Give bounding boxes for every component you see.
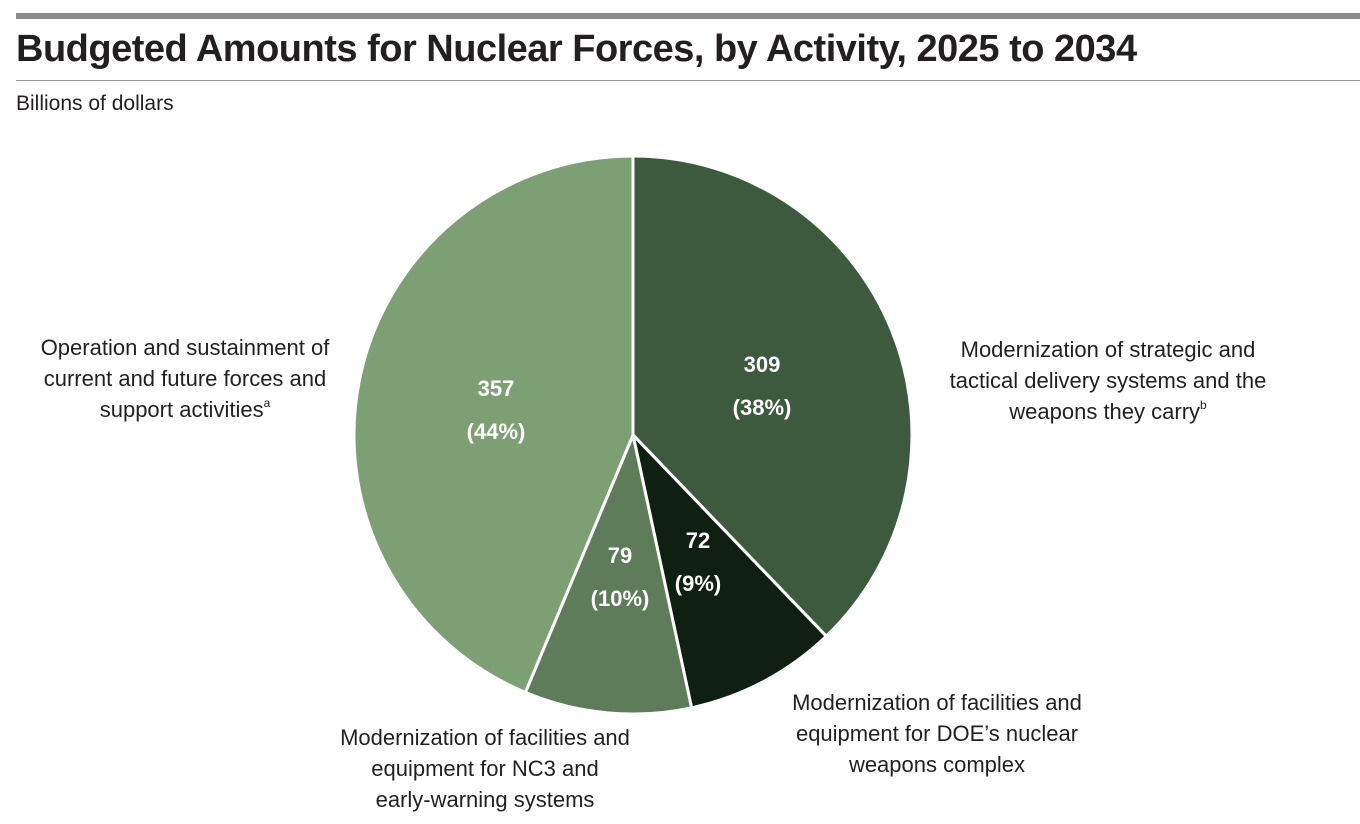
slice-value-label-0: 309 xyxy=(744,352,781,377)
slice-category-label-0: Modernization of strategic and tactical d… xyxy=(950,337,1267,424)
slice-category-label-3: Operation and sustainment of current and … xyxy=(41,335,331,422)
footnote-marker-a: a xyxy=(264,396,271,410)
slice-percent-label-1: (9%) xyxy=(675,571,721,596)
slice-category-label-2: Modernization of facilities and equipment… xyxy=(340,725,630,812)
slice-category-label-1: Modernization of facilities and equipment… xyxy=(792,690,1082,777)
slice-value-label-1: 72 xyxy=(686,528,710,553)
top-rule xyxy=(16,13,1360,19)
pie-slice-0 xyxy=(631,154,914,638)
footnote-marker-b: b xyxy=(1200,398,1207,412)
chart-title: Budgeted Amounts for Nuclear Forces, by … xyxy=(16,28,1137,70)
slice-percent-label-0: (38%) xyxy=(733,395,792,420)
slice-value-label-2: 79 xyxy=(608,543,632,568)
title-rule xyxy=(16,80,1360,81)
slice-percent-label-3: (44%) xyxy=(467,419,526,444)
chart-subtitle: Billions of dollars xyxy=(16,92,174,115)
slice-percent-label-2: (10%) xyxy=(591,586,650,611)
slice-value-label-3: 357 xyxy=(478,376,515,401)
pie-slice-3 xyxy=(352,154,635,694)
pie-slice-2 xyxy=(523,433,694,716)
pie-slice-1 xyxy=(631,433,828,710)
